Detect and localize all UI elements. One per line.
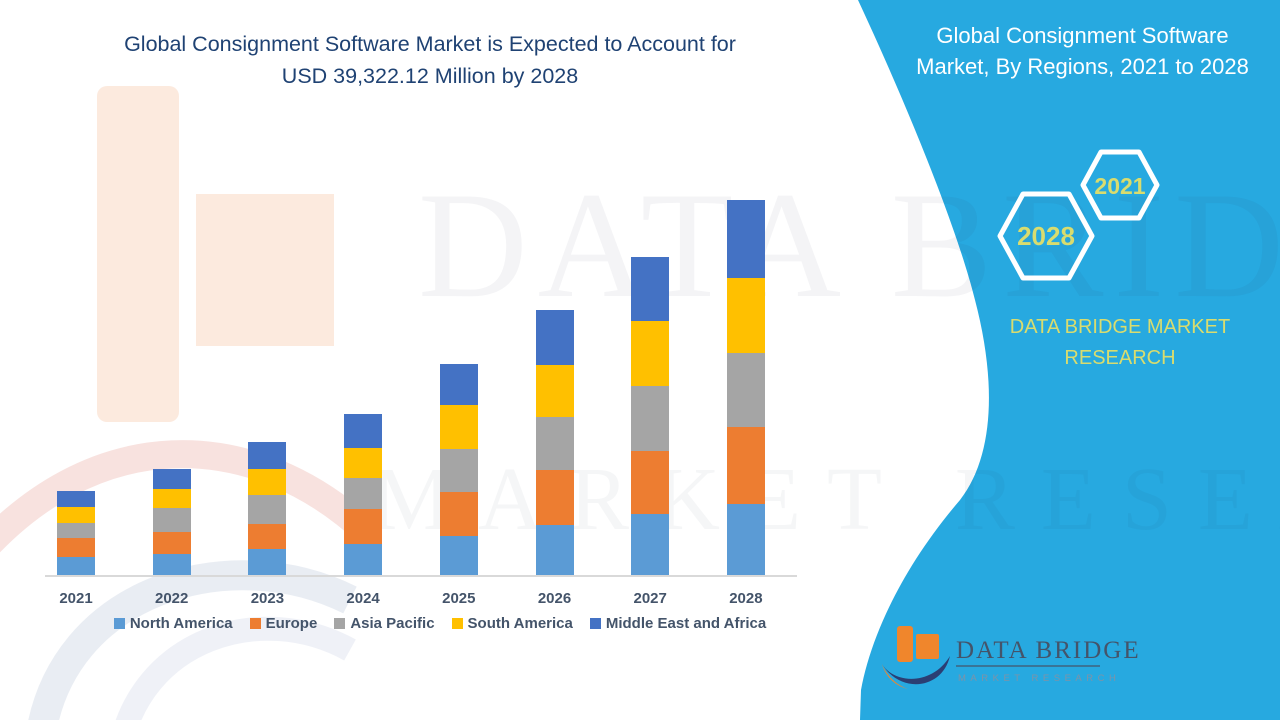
segment-middle-east-and-africa-2024 xyxy=(344,414,383,448)
segment-south-america-2025 xyxy=(439,405,478,449)
segment-middle-east-and-africa-2028 xyxy=(726,200,765,279)
segment-asia-pacific-2028 xyxy=(726,352,765,428)
segment-asia-pacific-2024 xyxy=(344,478,383,510)
hexagon-2028-label: 2028 xyxy=(1017,221,1075,251)
segment-north-america-2027 xyxy=(631,514,670,575)
segment-asia-pacific-2026 xyxy=(535,416,574,471)
segment-middle-east-and-africa-2021 xyxy=(57,491,95,508)
bar-2023 xyxy=(248,441,287,575)
x-label-2026: 2026 xyxy=(537,590,572,607)
x-label-2021: 2021 xyxy=(59,590,93,607)
segment-asia-pacific-2021 xyxy=(57,523,95,539)
hexagon-2021-label: 2021 xyxy=(1094,173,1145,199)
segment-south-america-2024 xyxy=(344,447,383,479)
legend-label-europe: Europe xyxy=(265,615,318,632)
bar-2021 xyxy=(57,491,95,575)
legend-item-south-america: South America xyxy=(451,615,573,632)
segment-middle-east-and-africa-2026 xyxy=(535,310,574,366)
bar-2027 xyxy=(631,256,670,575)
segment-asia-pacific-2025 xyxy=(439,448,478,492)
segment-asia-pacific-2027 xyxy=(631,385,670,451)
segment-middle-east-and-africa-2022 xyxy=(152,468,191,489)
hexagon-2021 xyxy=(1080,149,1160,221)
x-label-2025: 2025 xyxy=(442,590,476,607)
bar-2028 xyxy=(726,200,765,575)
panel-title-line2: Market, By Regions, 2021 to 2028 xyxy=(916,54,1249,79)
segment-middle-east-and-africa-2027 xyxy=(631,256,670,321)
segment-north-america-2025 xyxy=(439,536,478,575)
panel-title-line1: Global Consignment Software xyxy=(936,23,1229,48)
x-label-2028: 2028 xyxy=(729,590,763,607)
chart-title-line1: Global Consignment Software Market is Ex… xyxy=(124,32,736,56)
legend-label-middle-east-and-africa: Middle East and Africa xyxy=(605,615,767,632)
segment-middle-east-and-africa-2025 xyxy=(439,363,478,406)
legend-item-asia-pacific: Asia Pacific xyxy=(334,615,435,632)
segment-asia-pacific-2023 xyxy=(248,495,287,524)
segment-europe-2023 xyxy=(248,523,287,549)
segment-europe-2024 xyxy=(344,509,383,544)
segment-north-america-2026 xyxy=(535,524,574,575)
segment-north-america-2028 xyxy=(726,504,765,575)
legend-label-asia-pacific: Asia Pacific xyxy=(350,615,435,632)
x-label-2024: 2024 xyxy=(346,590,380,607)
panel-brand-line1: DATA BRIDGE MARKET xyxy=(1009,316,1231,338)
segment-south-america-2027 xyxy=(631,320,670,386)
segment-south-america-2028 xyxy=(726,278,765,353)
segment-south-america-2022 xyxy=(152,488,191,509)
legend-swatch-middle-east-and-africa xyxy=(589,618,601,629)
segment-north-america-2021 xyxy=(57,557,95,575)
segment-europe-2027 xyxy=(631,450,670,515)
hexagon-2028 xyxy=(997,191,1095,281)
segment-north-america-2024 xyxy=(344,543,383,575)
segment-south-america-2023 xyxy=(248,468,287,496)
chart-title: Global Consignment Software Market is Ex… xyxy=(40,28,820,92)
legend-swatch-asia-pacific xyxy=(334,618,346,629)
segment-europe-2021 xyxy=(57,538,95,558)
panel-title: Global Consignment Software Market, By R… xyxy=(895,20,1270,82)
legend-swatch-north-america xyxy=(113,618,125,629)
bar-2025 xyxy=(439,363,478,575)
hexagon-badges: 2021 2028 xyxy=(997,149,1160,281)
segment-europe-2028 xyxy=(726,427,765,505)
logo-sub-text: MARKET RESEARCH xyxy=(958,673,1120,684)
segment-south-america-2021 xyxy=(57,507,95,524)
segment-europe-2026 xyxy=(535,470,574,525)
segment-asia-pacific-2022 xyxy=(152,508,191,532)
segment-europe-2022 xyxy=(152,531,191,554)
chart-legend: North America Europe Asia Pacific South Ame… xyxy=(20,615,860,632)
segment-north-america-2023 xyxy=(248,548,287,575)
chart-title-line2: USD 39,322.12 Million by 2028 xyxy=(281,64,579,88)
segment-europe-2025 xyxy=(439,491,478,537)
dbmr-logo: DATA BRIDGE MARKET RESEARCH xyxy=(882,626,1140,689)
bar-2026 xyxy=(535,310,574,575)
legend-swatch-europe xyxy=(249,618,261,629)
dbmr-logo-mark xyxy=(882,626,950,689)
x-axis-line xyxy=(45,575,797,577)
x-label-2022: 2022 xyxy=(155,590,189,607)
legend-label-north-america: North America xyxy=(129,615,233,632)
legend-item-north-america: North America xyxy=(113,615,233,632)
segment-middle-east-and-africa-2023 xyxy=(248,441,287,469)
legend-label-south-america: South America xyxy=(467,615,573,632)
x-label-2027: 2027 xyxy=(633,590,667,607)
segment-north-america-2022 xyxy=(152,553,191,575)
segment-south-america-2026 xyxy=(535,365,574,417)
bar-2022 xyxy=(152,468,191,575)
legend-swatch-south-america xyxy=(451,618,463,629)
bar-2024 xyxy=(344,414,383,575)
legend-item-middle-east-and-africa: Middle East and Africa xyxy=(589,615,767,632)
panel-brand-line2: RESEARCH xyxy=(1064,347,1176,369)
panel-brand-text: DATA BRIDGE MARKET RESEARCH xyxy=(955,312,1280,374)
x-label-2023: 2023 xyxy=(250,590,285,607)
logo-name-text: DATA BRIDGE xyxy=(956,637,1140,664)
legend-item-europe: Europe xyxy=(249,615,318,632)
